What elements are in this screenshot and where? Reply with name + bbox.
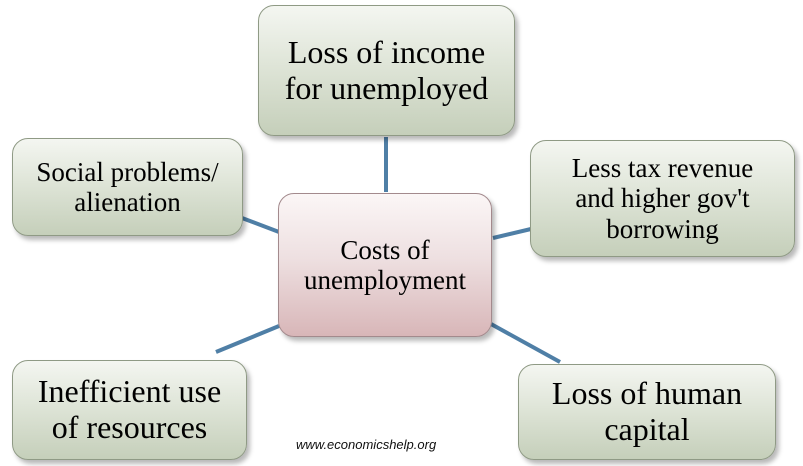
node-costs-of-unemployment-line-2: unemployment: [304, 265, 466, 295]
node-social-problems-line-2: alienation: [74, 187, 181, 217]
node-inefficient-use-line-2: of resources: [51, 409, 208, 445]
node-loss-of-human-capital-line-1: Loss of human: [551, 375, 743, 412]
node-less-tax-revenue-line-1: Less tax revenue: [571, 153, 754, 184]
connector-left: [241, 216, 280, 234]
connector-bottom-left: [215, 324, 280, 354]
node-loss-of-human-capital: Loss of human capital: [518, 364, 776, 460]
connector-bottom-right: [490, 322, 561, 364]
node-loss-of-income: Loss of income for unemployed: [258, 5, 515, 136]
node-loss-of-human-capital-line-2: capital: [604, 411, 690, 447]
connector-right: [492, 227, 532, 240]
node-loss-of-income-line-1: Loss of income: [287, 33, 486, 70]
node-social-problems: Social problems/ alienation: [12, 138, 243, 236]
node-less-tax-revenue-line-2: and higher gov't: [575, 183, 750, 214]
watermark-url: www.economicshelp.org: [296, 437, 437, 452]
node-inefficient-use-line-1: Inefficient use: [37, 373, 222, 410]
node-costs-of-unemployment-line-1: Costs of: [340, 234, 430, 265]
node-social-problems-line-1: Social problems/: [36, 156, 219, 187]
node-less-tax-revenue: Less tax revenue and higher gov't borrow…: [530, 140, 795, 257]
node-less-tax-revenue-line-3: borrowing: [606, 213, 719, 244]
node-inefficient-use: Inefficient use of resources: [12, 360, 247, 460]
node-costs-of-unemployment: Costs of unemployment: [278, 193, 492, 337]
node-loss-of-income-line-2: for unemployed: [284, 69, 489, 106]
